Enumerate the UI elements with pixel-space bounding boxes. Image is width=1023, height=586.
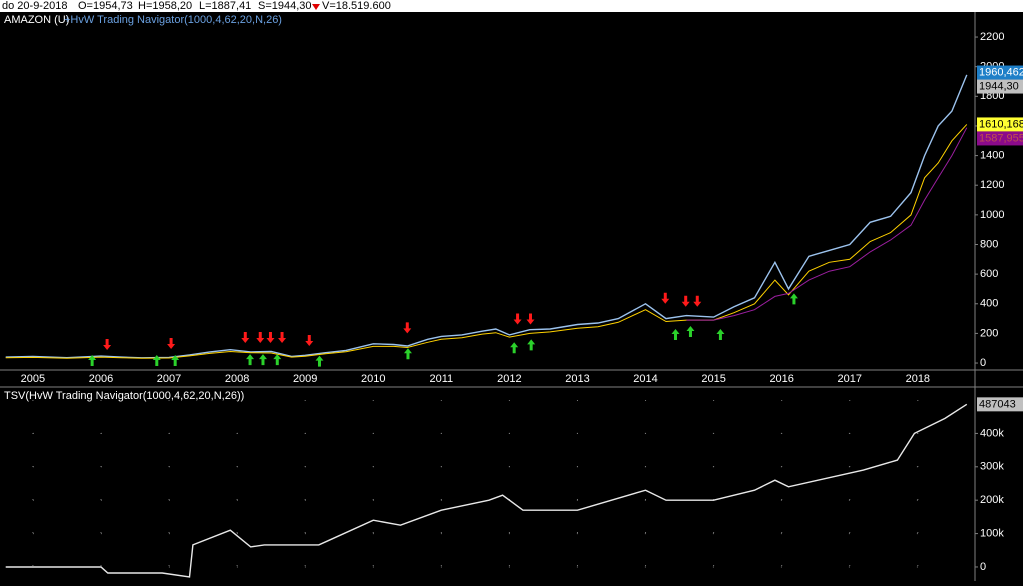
series-line bbox=[5, 403, 968, 578]
buy-arrow bbox=[527, 339, 536, 351]
last-value-box bbox=[977, 131, 1023, 146]
x-tick-label: 2012 bbox=[497, 373, 521, 385]
y-tick-label: 600 bbox=[980, 268, 998, 280]
x-tick-label: 2015 bbox=[701, 373, 725, 385]
panel-subtitle: +HvW Trading Navigator(1000,4,62,20,N,26… bbox=[64, 14, 282, 26]
date: do 20-9-2018 bbox=[2, 0, 67, 12]
buy-arrow bbox=[671, 328, 680, 340]
sell-arrow bbox=[266, 332, 275, 344]
series-line bbox=[5, 124, 968, 359]
sell-arrow bbox=[167, 337, 176, 349]
y-tick-label: 2200 bbox=[980, 31, 1004, 43]
x-tick-label: 2007 bbox=[157, 373, 181, 385]
sell-arrow bbox=[241, 332, 250, 344]
x-tick-label: 2006 bbox=[89, 373, 113, 385]
low: L=1887,41 bbox=[199, 0, 251, 12]
buy-arrow bbox=[789, 293, 798, 305]
last-value-box bbox=[977, 65, 1023, 80]
sell-arrow bbox=[403, 322, 412, 334]
last-value-label: 1610,168 bbox=[979, 118, 1023, 130]
sell-arrow bbox=[526, 313, 535, 325]
buy-arrow bbox=[246, 354, 255, 366]
y-tick-label: 800 bbox=[980, 238, 998, 250]
sell-arrow bbox=[693, 295, 702, 307]
x-tick-label: 2013 bbox=[565, 373, 589, 385]
buy-arrow bbox=[152, 355, 161, 367]
volume-icon bbox=[312, 4, 320, 10]
buy-arrow bbox=[686, 325, 695, 337]
close: S=1944,30 bbox=[258, 0, 312, 12]
status-bar bbox=[0, 0, 1023, 12]
x-tick-label: 2016 bbox=[769, 373, 793, 385]
last-value-label: 1587,955 bbox=[979, 132, 1023, 144]
last-value-label: 1944,30 bbox=[979, 80, 1019, 92]
buy-arrow bbox=[258, 354, 267, 366]
panel-title: TSV(HvW Trading Navigator(1000,4,62,20,N… bbox=[4, 390, 244, 402]
open: O=1954,73 bbox=[78, 0, 133, 12]
x-tick-label: 2017 bbox=[838, 373, 862, 385]
sell-arrow bbox=[513, 313, 522, 325]
buy-arrow bbox=[510, 342, 519, 354]
sell-arrow bbox=[256, 332, 265, 344]
last-value-label: 487043 bbox=[979, 398, 1016, 410]
y-tick-label: 1400 bbox=[980, 149, 1004, 161]
x-tick-label: 2014 bbox=[633, 373, 657, 385]
buy-arrow bbox=[273, 354, 282, 366]
panel-title: AMAZON (U) bbox=[4, 14, 69, 26]
x-tick-label: 2005 bbox=[21, 373, 45, 385]
buy-arrow bbox=[403, 348, 412, 360]
y-tick-label: 200 bbox=[980, 327, 998, 339]
x-tick-label: 2008 bbox=[225, 373, 249, 385]
y-tick-label: 200k bbox=[980, 494, 1004, 506]
buy-arrow bbox=[716, 328, 725, 340]
buy-arrow bbox=[315, 355, 324, 367]
volume: V=18.519.600 bbox=[322, 0, 391, 12]
high: H=1958,20 bbox=[138, 0, 192, 12]
x-tick-label: 2009 bbox=[293, 373, 317, 385]
sell-arrow bbox=[278, 332, 287, 344]
y-tick-label: 0 bbox=[980, 357, 986, 369]
sell-arrow bbox=[305, 334, 314, 346]
y-tick-label: 400k bbox=[980, 427, 1004, 439]
y-tick-label: 100k bbox=[980, 527, 1004, 539]
series-line bbox=[686, 127, 968, 321]
sell-arrow bbox=[681, 295, 690, 307]
y-tick-label: 1200 bbox=[980, 179, 1004, 191]
sell-arrow bbox=[103, 338, 112, 350]
x-tick-label: 2010 bbox=[361, 373, 385, 385]
y-tick-label: 1000 bbox=[980, 209, 1004, 221]
last-value-box bbox=[977, 79, 1023, 94]
x-tick-label: 2011 bbox=[430, 373, 454, 385]
series-line bbox=[5, 74, 968, 359]
x-tick-label: 2018 bbox=[906, 373, 930, 385]
sell-arrow bbox=[661, 292, 670, 304]
y-tick-label: 0 bbox=[980, 561, 986, 573]
y-tick-label: 400 bbox=[980, 298, 998, 310]
buy-arrow bbox=[171, 355, 180, 367]
last-value-box bbox=[977, 117, 1023, 132]
last-value-label: 1960,462 bbox=[979, 66, 1023, 78]
buy-arrow bbox=[88, 355, 97, 367]
y-tick-label: 300k bbox=[980, 461, 1004, 473]
last-value-box bbox=[977, 397, 1023, 412]
